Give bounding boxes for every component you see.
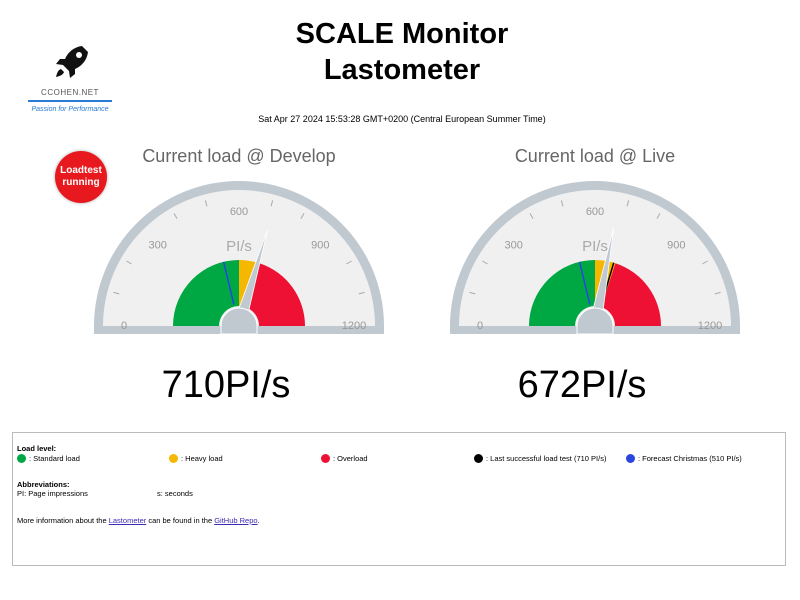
zone-standard <box>529 260 595 326</box>
title-line-2: Lastometer <box>323 54 481 86</box>
tick-mark <box>346 260 352 265</box>
tick-label: 300 <box>149 240 167 252</box>
tick-label: 900 <box>311 240 329 252</box>
tick-label: 600 <box>586 206 604 218</box>
timestamp: Sat Apr 27 2024 15:53:28 GMT+0200 (Centr… <box>258 114 546 124</box>
gauge-develop-title: Current load @ Develop <box>142 146 336 166</box>
legend-abbrev-heading: Abbreviations: <box>17 480 70 489</box>
needle-hub <box>576 307 614 335</box>
status-badge-line-1: Loadtest <box>60 165 102 176</box>
overload-dot-icon <box>321 454 330 463</box>
legend-item-label: : Last successful load test (710 PI/s) <box>486 454 607 463</box>
last-test-dot-icon <box>474 454 483 463</box>
abbrev-s: s: seconds <box>157 489 193 498</box>
heavy-dot-icon <box>169 454 178 463</box>
zone-standard <box>173 260 239 326</box>
tick-label: 0 <box>477 320 483 332</box>
unit-label: PI/s <box>582 238 608 255</box>
tick-label: 300 <box>505 240 523 252</box>
tick-label: 900 <box>667 240 685 252</box>
rocket-icon <box>56 46 88 78</box>
tick-mark <box>173 213 178 219</box>
tick-mark <box>714 291 721 295</box>
logo: CCOHEN.NET Passion for Performance <box>22 40 118 120</box>
gauge-develop: 0 300 600 900 1200 PI/s <box>94 181 384 335</box>
status-badge: Loadtest running <box>55 151 107 203</box>
gauge-live-title: Current load @ Live <box>514 146 676 166</box>
legend-panel: Load level: : Standard load : Heavy load… <box>12 432 786 566</box>
logo-tagline: Passion for Performance <box>31 106 109 113</box>
page-title: SCALE Monitor Lastometer <box>200 16 604 88</box>
status-badge-line-2: running <box>62 177 100 188</box>
gauge-face <box>459 190 731 326</box>
tick-mark <box>126 260 132 265</box>
tick-label: 600 <box>230 206 248 218</box>
zone-overload <box>245 263 305 326</box>
tick-mark <box>300 213 305 219</box>
forecast-dot-icon <box>626 454 635 463</box>
gauge-live-value: 672PI/s <box>517 364 647 406</box>
tick-mark <box>469 291 476 295</box>
tick-mark <box>358 291 365 295</box>
legend-item-heavy: : Heavy load <box>169 454 223 463</box>
tick-mark <box>529 213 534 219</box>
legend-item-label: : Standard load <box>29 454 80 463</box>
tick-mark <box>270 200 274 207</box>
info-mid: can be found in the <box>146 516 215 525</box>
forecast-marker <box>222 261 235 305</box>
info-suffix: . <box>257 516 260 525</box>
standard-dot-icon <box>17 454 26 463</box>
needle-hub <box>220 307 258 335</box>
gauge-live: 0 300 600 900 1200 PI/s <box>450 181 740 335</box>
tick-mark <box>560 200 564 207</box>
legend-item-label: : Forecast Christmas (510 PI/s) <box>638 454 742 463</box>
info-text: More information about the Lastometer ca… <box>17 516 260 525</box>
info-prefix: More information about the <box>17 516 109 525</box>
github-repo-link[interactable]: GitHub Repo <box>214 516 258 525</box>
legend-item-overload: : Overload <box>321 454 368 463</box>
tick-mark <box>656 213 661 219</box>
tick-mark <box>204 200 208 207</box>
legend-item-label: : Heavy load <box>181 454 223 463</box>
gauge-develop-value: 710PI/s <box>161 364 291 406</box>
tick-label: 1200 <box>342 320 366 332</box>
legend-item-label: : Overload <box>333 454 368 463</box>
legend-item-last-test: : Last successful load test (710 PI/s) <box>474 454 606 463</box>
tick-mark <box>113 291 120 295</box>
unit-label: PI/s <box>226 238 252 255</box>
title-line-1: SCALE Monitor <box>295 18 509 50</box>
forecast-marker <box>578 261 591 305</box>
tick-label: 0 <box>121 320 127 332</box>
tick-mark <box>626 200 630 207</box>
tick-mark <box>702 260 708 265</box>
zone-overload <box>601 263 661 326</box>
legend-item-standard: : Standard load <box>17 454 80 463</box>
logo-underline <box>28 100 112 102</box>
tick-mark <box>482 260 488 265</box>
legend-load-heading: Load level: <box>17 444 57 453</box>
abbrev-pi: PI: Page impressions <box>17 489 88 498</box>
logo-text: CCOHEN.NET <box>41 88 99 97</box>
gauge-face <box>103 190 375 326</box>
tick-label: 1200 <box>698 320 722 332</box>
legend-item-forecast: : Forecast Christmas (510 PI/s) <box>626 454 742 463</box>
lastometer-link[interactable]: Lastometer <box>108 516 147 525</box>
